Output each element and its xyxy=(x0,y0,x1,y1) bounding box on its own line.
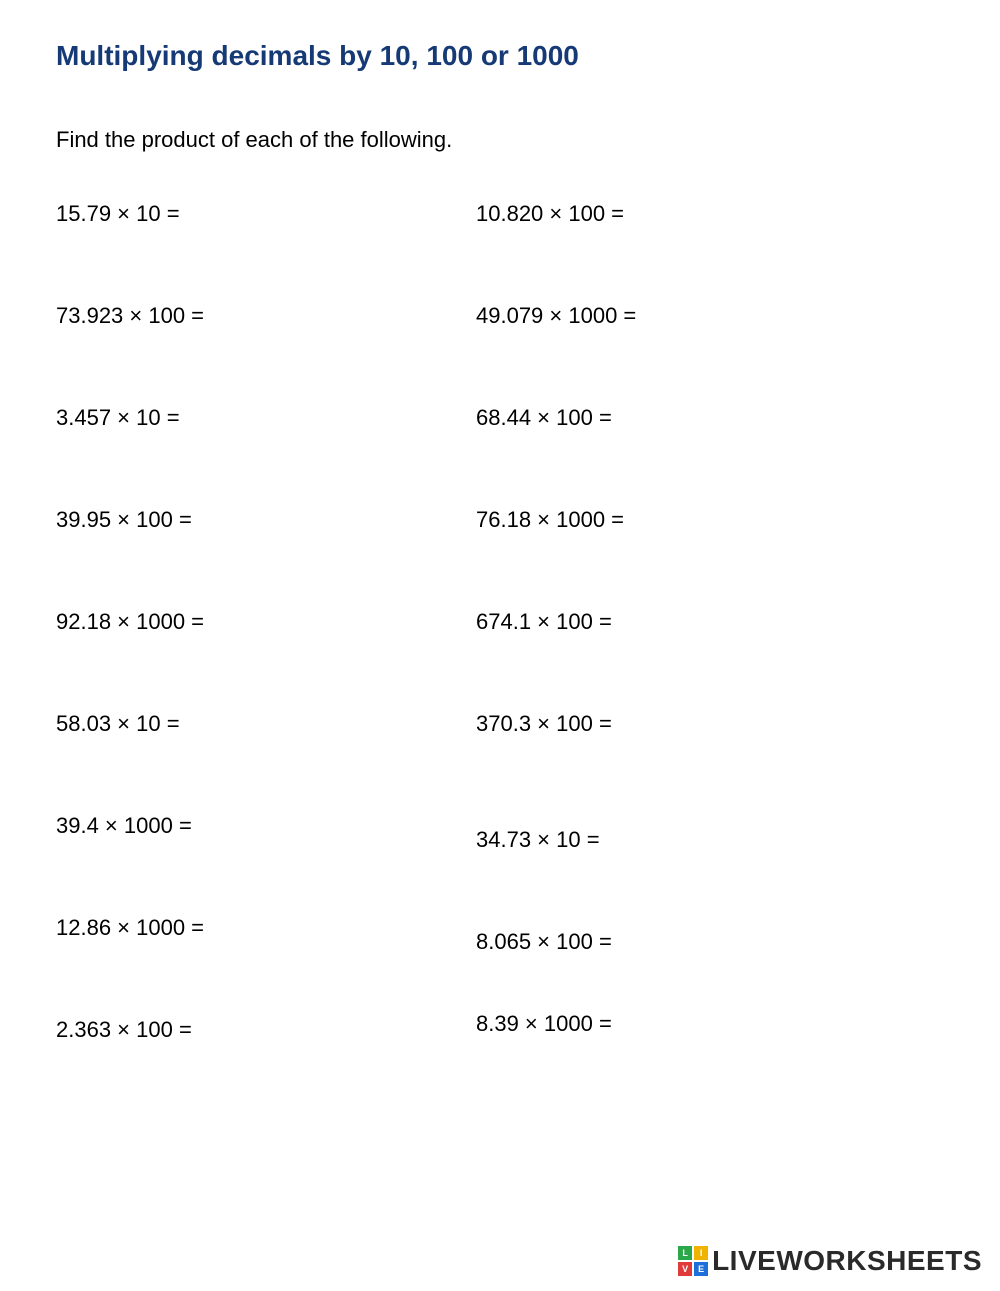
problem-left-5: 58.03 × 10 = xyxy=(56,711,476,813)
watermark-block-i: I xyxy=(694,1246,708,1260)
watermark-block-l: L xyxy=(678,1246,692,1260)
problem-left-7: 12.86 × 1000 = xyxy=(56,915,476,1017)
problem-right-6: 34.73 × 10 = xyxy=(476,827,896,929)
problem-left-1: 73.923 × 100 = xyxy=(56,303,476,405)
page-title: Multiplying decimals by 10, 100 or 1000 xyxy=(56,40,950,72)
problem-right-1: 49.079 × 1000 = xyxy=(476,303,896,405)
problem-left-8: 2.363 × 100 = xyxy=(56,1017,476,1119)
problem-left-2: 3.457 × 10 = xyxy=(56,405,476,507)
watermark-block-v: V xyxy=(678,1262,692,1276)
problem-right-5: 370.3 × 100 = xyxy=(476,711,896,813)
watermark-text: LIVEWORKSHEETS xyxy=(712,1245,982,1277)
problem-left-6: 39.4 × 1000 = xyxy=(56,813,476,915)
problem-right-0: 10.820 × 100 = xyxy=(476,201,896,303)
left-column: 15.79 × 10 =73.923 × 100 =3.457 × 10 =39… xyxy=(56,201,476,1119)
problem-left-3: 39.95 × 100 = xyxy=(56,507,476,609)
worksheet-page: Multiplying decimals by 10, 100 or 1000 … xyxy=(0,0,1000,1119)
problem-right-4: 674.1 × 100 = xyxy=(476,609,896,711)
problem-right-8: 8.39 × 1000 = xyxy=(476,1011,896,1113)
watermark-blocks: LIVE xyxy=(678,1246,708,1276)
instruction-text: Find the product of each of the followin… xyxy=(56,127,950,153)
problem-right-2: 68.44 × 100 = xyxy=(476,405,896,507)
problems-container: 15.79 × 10 =73.923 × 100 =3.457 × 10 =39… xyxy=(56,201,950,1119)
problem-left-0: 15.79 × 10 = xyxy=(56,201,476,303)
problem-right-3: 76.18 × 1000 = xyxy=(476,507,896,609)
right-column: 10.820 × 100 =49.079 × 1000 =68.44 × 100… xyxy=(476,201,896,1119)
watermark-block-e: E xyxy=(694,1262,708,1276)
watermark: LIVE LIVEWORKSHEETS xyxy=(678,1245,982,1277)
problem-left-4: 92.18 × 1000 = xyxy=(56,609,476,711)
